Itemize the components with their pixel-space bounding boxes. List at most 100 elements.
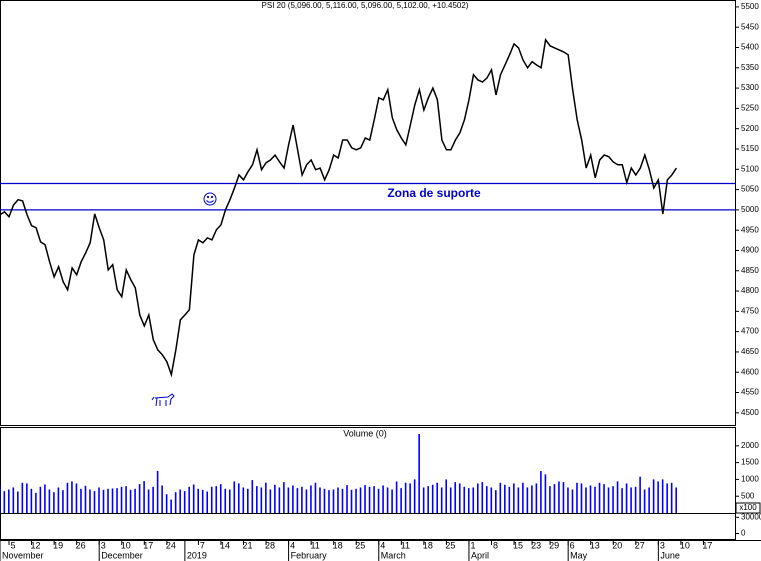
volume-bar xyxy=(377,488,380,513)
volume-bar xyxy=(436,482,438,513)
volume-bar xyxy=(508,486,511,513)
volume-bar xyxy=(382,485,384,513)
volume-bar xyxy=(134,488,136,513)
volume-bar xyxy=(44,484,46,513)
y-tick-label: 4850 xyxy=(741,266,759,275)
y-tick-label: 5200 xyxy=(741,124,759,133)
volume-bar xyxy=(648,487,650,513)
x-tick-label: 17 xyxy=(143,540,153,550)
volume-bar xyxy=(242,487,245,513)
volume-bar xyxy=(116,488,118,513)
x-tick-label: 10 xyxy=(680,540,690,550)
x-tick-label: 1 xyxy=(470,540,475,550)
volume-bar xyxy=(350,489,353,513)
volume-bar xyxy=(621,488,623,513)
volume-bar xyxy=(305,489,308,513)
x-tick-label: 15 xyxy=(513,540,523,550)
x-tick-label: 20 xyxy=(612,540,622,550)
volume-bar xyxy=(75,483,78,513)
volume-bar xyxy=(53,492,55,513)
y-tick-label: 5500 xyxy=(741,2,759,11)
x-tick-label: 18 xyxy=(333,540,343,550)
volume-bar xyxy=(499,482,502,513)
y-tick-label: 2000 xyxy=(741,441,759,450)
volume-bar xyxy=(449,487,452,513)
volume-bar xyxy=(323,488,326,513)
volume-bar xyxy=(301,486,303,513)
volume-bar xyxy=(125,486,127,513)
y-tick-label: 4550 xyxy=(741,388,759,397)
volume-bar xyxy=(228,489,231,513)
volume-bar xyxy=(454,482,457,513)
volume-bar xyxy=(517,487,520,513)
bull-icon xyxy=(151,393,175,407)
volume-bar xyxy=(201,489,204,513)
volume-bar xyxy=(89,489,91,513)
volume-bar xyxy=(427,486,429,513)
x-tick-label: 4 xyxy=(290,540,295,550)
price-line xyxy=(0,37,678,378)
volume-bar xyxy=(256,486,258,513)
volume-bar xyxy=(531,485,533,513)
volume-bar xyxy=(215,486,218,513)
volume-bar xyxy=(472,487,475,513)
y-tick-label: 5100 xyxy=(741,164,759,173)
volume-bar xyxy=(260,487,263,513)
volume-bar xyxy=(233,481,236,513)
x-month-label: May xyxy=(570,550,588,560)
volume-bar xyxy=(395,481,398,513)
volume-bar xyxy=(152,486,154,513)
volume-bar xyxy=(314,482,317,513)
volume-bar xyxy=(571,489,574,513)
volume-bar xyxy=(490,487,493,513)
volume-bar xyxy=(612,486,614,513)
x-tick-label: 18 xyxy=(423,540,433,550)
volume-bar xyxy=(35,492,37,513)
volume-bar xyxy=(576,482,578,513)
volume-bar xyxy=(3,491,6,513)
volume-bar xyxy=(422,487,425,513)
x-tick-label: 27 xyxy=(635,540,645,550)
volume-bar xyxy=(48,489,51,513)
y-tick-label: 4700 xyxy=(741,327,759,336)
volume-bar xyxy=(247,488,249,513)
volume-bar xyxy=(391,489,393,513)
x-tick-label: 25 xyxy=(355,540,365,550)
volume-bar xyxy=(328,490,330,513)
volume-bar xyxy=(431,484,434,513)
volume-bar xyxy=(553,484,556,513)
volume-bar xyxy=(418,434,420,513)
volume-bar xyxy=(179,489,181,513)
x-tick-label: 3 xyxy=(101,540,106,550)
y-tick-label: 30000 xyxy=(741,512,761,521)
volume-bar xyxy=(440,487,443,513)
x-tick-label: 28 xyxy=(265,540,275,550)
volume-bar xyxy=(237,483,240,513)
x-tick-label: 17 xyxy=(702,540,712,550)
y-tick-label: 4600 xyxy=(741,367,759,376)
volume-bar xyxy=(224,488,227,513)
volume-bar xyxy=(630,487,632,513)
volume-bar xyxy=(535,483,538,513)
y-tick-label: 4650 xyxy=(741,347,759,356)
volume-bar xyxy=(129,489,132,513)
x-tick-label: 14 xyxy=(220,540,230,550)
volume-bar xyxy=(540,471,542,513)
volume-bar xyxy=(458,483,461,513)
volume-bar xyxy=(675,487,677,513)
volume-title: Volume (0) xyxy=(343,428,387,438)
x-month-label: June xyxy=(660,550,680,560)
volume-bar xyxy=(0,485,1,513)
volume-bar xyxy=(93,491,96,513)
volume-bar xyxy=(170,499,172,513)
volume-bar xyxy=(30,488,33,513)
x-tick-label: 11 xyxy=(310,540,319,550)
volume-bar xyxy=(549,486,551,513)
volume-bar xyxy=(643,489,646,513)
volume-bar xyxy=(165,494,168,513)
x-tick-label: 4 xyxy=(380,540,385,550)
volume-bar xyxy=(481,482,484,513)
volume-bar xyxy=(359,487,362,513)
y-tick-label: 5150 xyxy=(741,144,759,153)
volume-bar xyxy=(8,489,10,513)
